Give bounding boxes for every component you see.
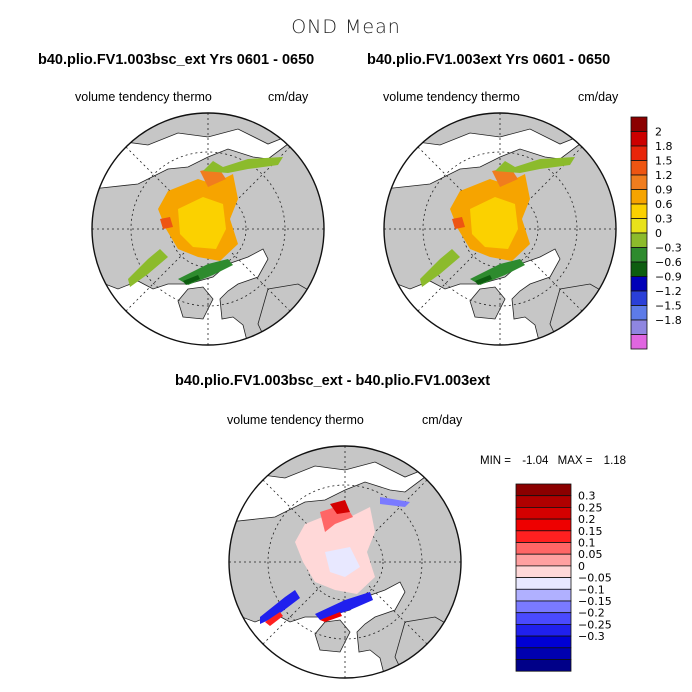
colorbar-diff-tick-label: 0.25	[578, 501, 603, 514]
map-left	[90, 111, 326, 347]
colorbar-top-swatch	[630, 218, 648, 234]
colorbar-diff-tick-label: −0.25	[578, 618, 612, 631]
colorbar-top-swatch	[630, 160, 648, 176]
diff-stats: MIN = -1.04 MAX = 1.18	[480, 455, 626, 467]
colorbar-diff-tick-label: −0.1	[578, 583, 605, 596]
colorbar-top-tick-label: 0.9	[655, 184, 673, 197]
colorbar-top-swatch	[630, 305, 648, 321]
colorbar-top-tick-label: 0	[655, 227, 662, 240]
colorbar-diff-tick-label: −0.15	[578, 595, 612, 608]
colorbar-top-swatch	[630, 290, 648, 306]
colorbar-diff-swatch	[515, 647, 572, 660]
colorbar-diff-swatch	[515, 495, 572, 508]
colorbar-diff: 0.3 0.25 0.2 0.15 0.1 0.05 0 −0.05 −0.1 −0.15 −0.2…	[515, 483, 616, 685]
colorbar-top-swatch	[630, 261, 648, 277]
panel-right-variable: volume tendency thermo	[383, 90, 520, 104]
page-title: OND Mean	[291, 16, 401, 38]
colorbar-top-swatch	[630, 131, 648, 147]
panel-diff-units: cm/day	[422, 413, 463, 427]
colorbar-diff-swatch	[515, 530, 572, 543]
colorbar-diff-swatch	[515, 506, 572, 520]
colorbar-top-tick-label: 1.5	[655, 155, 673, 168]
colorbar-top-tick-label: −0.9	[655, 271, 682, 284]
colorbar-diff-swatch	[515, 623, 572, 637]
colorbar-top-swatch	[630, 174, 648, 190]
colorbar-diff-tick-label: −0.3	[578, 630, 605, 643]
colorbar-diff-tick-label: −0.05	[578, 572, 612, 585]
colorbar-top-swatch	[630, 276, 648, 292]
colorbar-top-tick-label: 0.6	[655, 198, 673, 211]
colorbar-top-tick-label: 1.2	[655, 169, 673, 182]
min-value: -1.04	[522, 455, 549, 467]
colorbar-diff-tick-label: 0.1	[578, 537, 596, 550]
colorbar-top-tick-label: 2	[655, 126, 662, 139]
colorbar-top-tick-label: −1.2	[655, 285, 682, 298]
colorbar-diff-swatch	[515, 612, 572, 625]
colorbar-diff-swatch	[515, 600, 572, 614]
colorbar-diff-swatch	[515, 577, 572, 590]
colorbar-top-swatch	[630, 145, 648, 161]
panel-right-title: b40.plio.FV1.003ext Yrs 0601 - 0650	[367, 52, 611, 68]
colorbar-diff-tick-label: −0.2	[578, 607, 605, 620]
colorbar-top-swatch	[630, 116, 648, 132]
colorbar-diff-tick-label: 0.2	[578, 513, 596, 526]
panel-left-title: b40.plio.FV1.003bsc_ext Yrs 0601 - 0650	[38, 52, 315, 68]
colorbar-top: 2 1.8 1.5 1.2 0.9 0.6 0.3 0 −0.3 −0.6 −0.9 −1.2 −1.5…	[630, 116, 691, 362]
colorbar-diff-swatch	[515, 635, 572, 649]
min-label: MIN =	[480, 455, 511, 467]
colorbar-diff-swatch	[515, 588, 572, 602]
colorbar-top-swatch	[630, 334, 648, 350]
colorbar-diff-tick-label: 0	[578, 560, 585, 573]
colorbar-diff-tick-label: 0.3	[578, 490, 596, 503]
colorbar-top-tick-label: 1.8	[655, 140, 673, 153]
colorbar-top-tick-label: −1.8	[655, 314, 682, 327]
colorbar-diff-swatch	[515, 483, 572, 497]
panel-right-units: cm/day	[578, 90, 619, 104]
colorbar-diff-swatch	[515, 565, 572, 579]
max-value: 1.18	[603, 455, 627, 467]
colorbar-top-swatch	[630, 247, 648, 263]
colorbar-top-tick-label: −0.6	[655, 256, 682, 269]
colorbar-diff-swatch	[515, 542, 572, 555]
max-label: MAX =	[557, 455, 593, 467]
colorbar-top-swatch	[630, 232, 648, 248]
map-diff	[227, 444, 463, 680]
panel-left-units: cm/day	[268, 90, 309, 104]
colorbar-top-swatch	[630, 203, 648, 219]
colorbar-top-swatch	[630, 189, 648, 205]
colorbar-top-tick-label: 0.3	[655, 213, 673, 226]
colorbar-diff-tick-label: 0.05	[578, 548, 603, 561]
map-right	[382, 111, 618, 347]
colorbar-top-tick-label: −1.5	[655, 300, 682, 313]
panel-diff-title: b40.plio.FV1.003bsc_ext - b40.plio.FV1.0…	[175, 373, 491, 389]
colorbar-diff-swatch	[515, 659, 572, 672]
colorbar-top-tick-label: −0.3	[655, 242, 682, 255]
colorbar-diff-tick-label: 0.15	[578, 525, 603, 538]
colorbar-top-swatch	[630, 319, 648, 335]
panel-left-variable: volume tendency thermo	[75, 90, 212, 104]
panel-diff-variable: volume tendency thermo	[227, 413, 364, 427]
colorbar-diff-swatch	[515, 553, 572, 567]
colorbar-diff-swatch	[515, 518, 572, 532]
